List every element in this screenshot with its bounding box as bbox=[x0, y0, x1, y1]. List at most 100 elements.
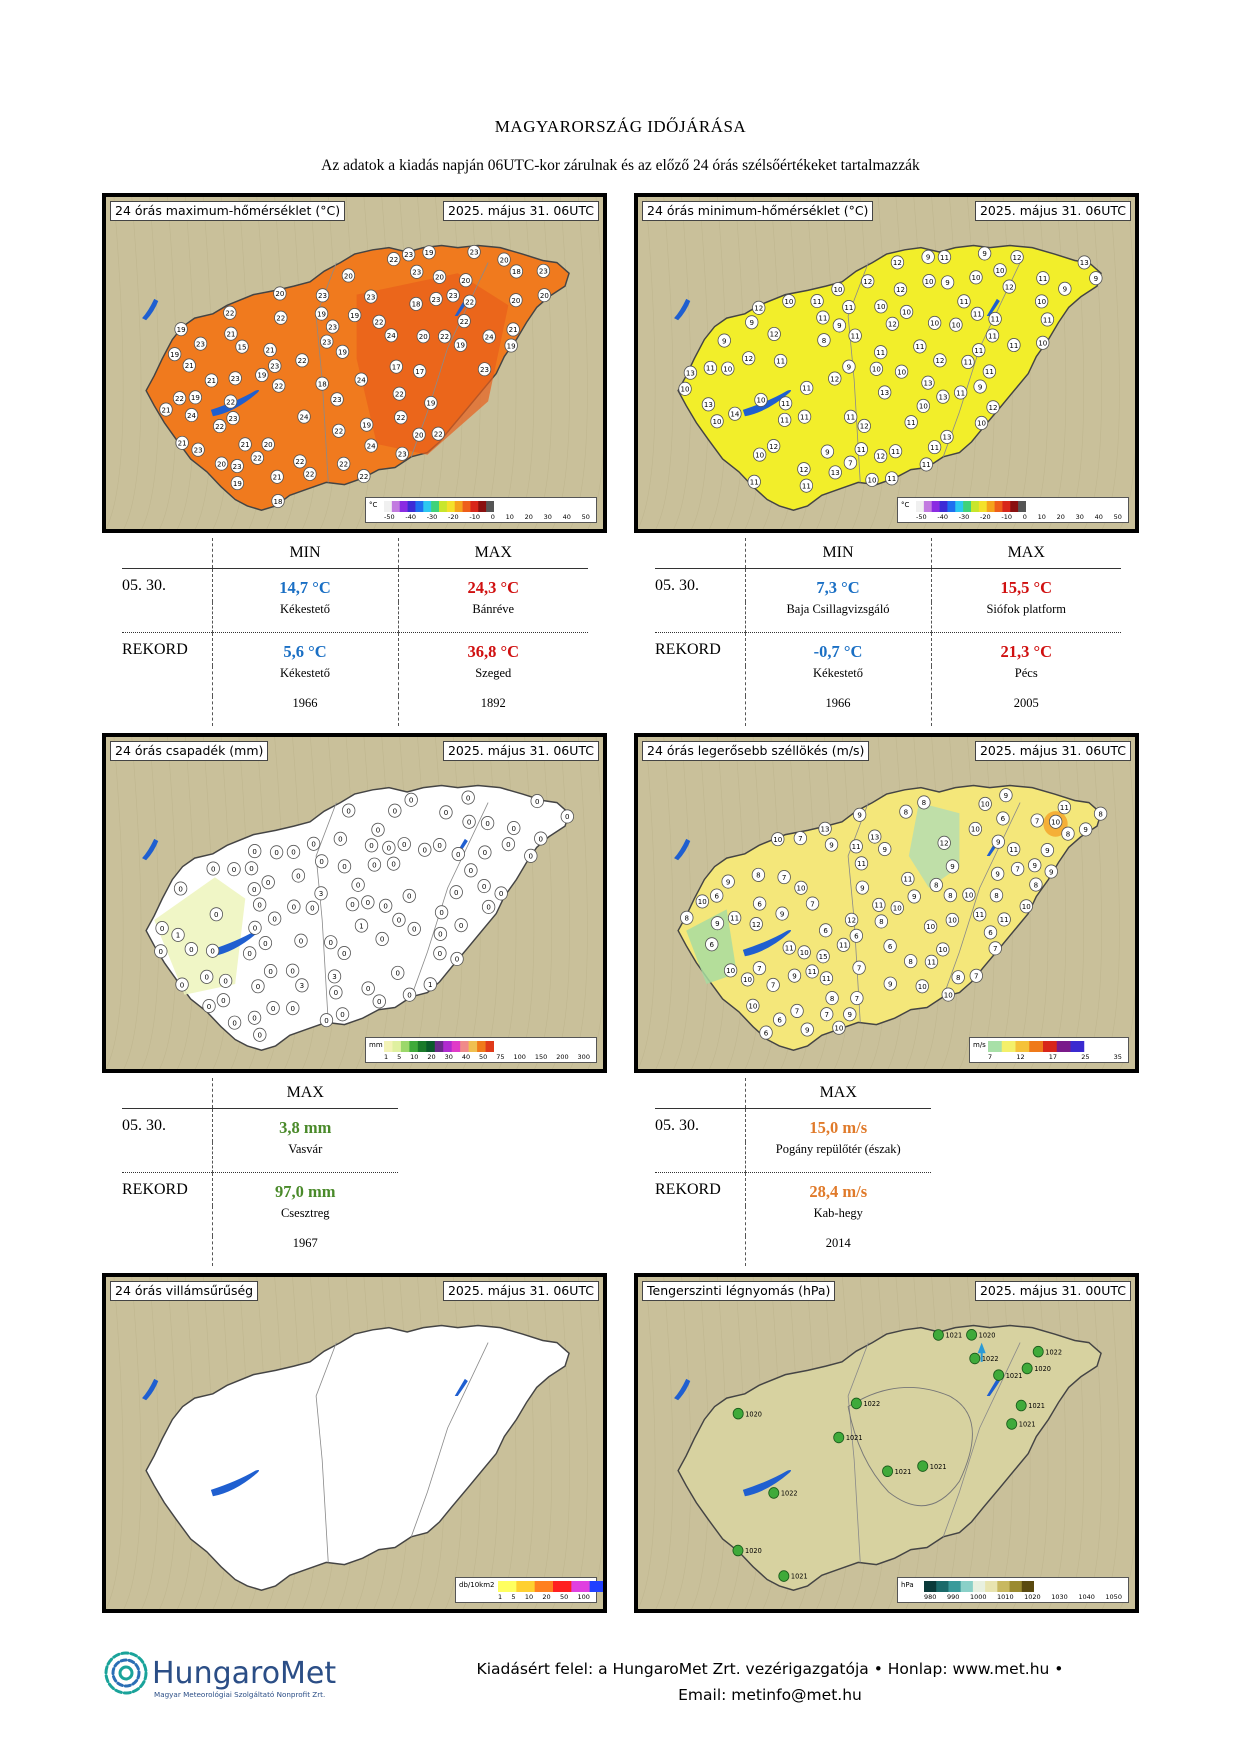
station-value: 21 bbox=[207, 376, 216, 385]
station-marker: 7 bbox=[777, 870, 791, 885]
station-marker: 13 bbox=[818, 821, 832, 836]
station-value: 0 bbox=[409, 795, 414, 804]
station-marker: 7 bbox=[766, 977, 780, 992]
legend-tick-label: 990 bbox=[946, 1593, 960, 1601]
station-value: 7 bbox=[855, 994, 860, 1003]
station-marker: 23 bbox=[191, 442, 205, 457]
legend-tick-label: 10 bbox=[505, 513, 514, 521]
station-circle bbox=[916, 398, 931, 413]
station-value: 10 bbox=[981, 800, 990, 809]
station-circle bbox=[752, 300, 766, 315]
station-circle bbox=[1044, 864, 1058, 879]
station-circle bbox=[315, 376, 329, 391]
station-value: 8 bbox=[1098, 809, 1103, 818]
station-marker: 18 bbox=[409, 296, 423, 311]
station-marker: 0 bbox=[286, 1001, 300, 1016]
terrain-relief bbox=[673, 197, 692, 529]
station-circle bbox=[828, 371, 842, 386]
page-subtitle: Az adatok a kiadás napján 06UTC-kor záru… bbox=[321, 157, 920, 174]
station-circle bbox=[477, 362, 492, 377]
station-circle bbox=[402, 987, 417, 1002]
station-value: 0 bbox=[372, 860, 377, 869]
station-circle bbox=[387, 252, 401, 267]
station-circle bbox=[962, 887, 976, 902]
legend-tick-label: -40 bbox=[405, 513, 416, 521]
legend-color-swatch bbox=[478, 501, 487, 512]
station-circle bbox=[274, 310, 288, 325]
legend-color-swatch bbox=[392, 1041, 402, 1052]
station-marker: 0 bbox=[402, 888, 416, 903]
station-marker: 7 bbox=[1030, 813, 1044, 828]
lake-ferto bbox=[674, 1378, 691, 1401]
station-value: 11 bbox=[974, 346, 983, 355]
station-circle bbox=[1002, 279, 1016, 294]
station-marker: 10 bbox=[949, 317, 963, 332]
station-circle bbox=[923, 919, 938, 934]
station-circle bbox=[367, 857, 382, 872]
station-marker: 11 bbox=[836, 937, 851, 952]
station-marker: 0 bbox=[461, 790, 475, 805]
station-circle bbox=[983, 925, 998, 940]
station-circle bbox=[394, 410, 408, 425]
station-circle bbox=[899, 804, 913, 819]
station-marker: 8 bbox=[1061, 826, 1075, 841]
legend-tick-label: -40 bbox=[937, 513, 948, 521]
station-value: 0 bbox=[334, 988, 339, 997]
station-marker: 9 bbox=[852, 807, 867, 822]
station-marker: 21 bbox=[270, 469, 284, 484]
station-marker: 23 bbox=[401, 247, 416, 262]
station-value: 9 bbox=[1063, 284, 1068, 293]
station-value: 23 bbox=[366, 292, 375, 301]
station-circle bbox=[843, 455, 858, 470]
station-value: 19 bbox=[362, 420, 371, 429]
station-marker: 0 bbox=[175, 977, 189, 992]
station-circle bbox=[184, 408, 199, 423]
station-value: 6 bbox=[777, 1015, 782, 1024]
station-circle bbox=[175, 435, 189, 450]
station-marker: 10 bbox=[831, 282, 845, 297]
station-value: 11 bbox=[963, 358, 972, 367]
station-value: 0 bbox=[397, 915, 402, 924]
station-marker: 22 bbox=[457, 314, 471, 329]
station-value: 10 bbox=[926, 922, 935, 931]
station-circle bbox=[985, 328, 1000, 343]
legend-color-swatch bbox=[1010, 501, 1019, 512]
station-marker: 18 bbox=[271, 493, 285, 509]
station-value: 0 bbox=[454, 888, 459, 897]
station-value: 10 bbox=[1051, 817, 1060, 826]
station-circle bbox=[497, 252, 511, 267]
station-marker: 9 bbox=[1028, 858, 1042, 873]
station-marker: 0 bbox=[227, 1015, 242, 1030]
station-circle bbox=[247, 1010, 262, 1025]
station-value: 0 bbox=[252, 1013, 257, 1022]
station-value: 0 bbox=[539, 834, 544, 843]
pressure-value: 1021 bbox=[1019, 1420, 1036, 1428]
terrain-relief bbox=[655, 737, 674, 1069]
station-circle bbox=[439, 805, 453, 820]
station-circle bbox=[337, 859, 352, 874]
station-value: 11 bbox=[940, 253, 949, 262]
lake-ferto bbox=[142, 1378, 159, 1401]
station-circle bbox=[462, 294, 477, 309]
station-circle bbox=[412, 427, 426, 442]
station-value: 0 bbox=[380, 935, 385, 944]
svg-text:HungaroMet: HungaroMet bbox=[152, 1656, 336, 1691]
pressure-station: 1021 bbox=[1006, 1418, 1036, 1430]
station-value: 10 bbox=[930, 319, 939, 328]
legend-color-swatch bbox=[462, 501, 471, 512]
station-circle bbox=[741, 351, 756, 366]
station-value: 8 bbox=[922, 798, 927, 807]
rec-max-value: 21,3 °C bbox=[1000, 641, 1052, 661]
station-circle bbox=[392, 386, 407, 401]
station-marker: 11 bbox=[854, 442, 868, 457]
legend-tick-label: -10 bbox=[1001, 513, 1012, 521]
station-value: 0 bbox=[258, 1030, 263, 1039]
station-marker: 7 bbox=[820, 1007, 834, 1022]
lightning-legend: db/10km2 1 5 10 20 50 100 bbox=[455, 1577, 603, 1603]
station-value: 23 bbox=[470, 247, 479, 256]
legend-color-swatch bbox=[534, 1581, 554, 1592]
pressure-value: 1022 bbox=[863, 1400, 880, 1408]
pressure-station: 1021 bbox=[917, 1460, 947, 1472]
station-circle bbox=[509, 293, 523, 308]
station-circle bbox=[481, 899, 496, 914]
